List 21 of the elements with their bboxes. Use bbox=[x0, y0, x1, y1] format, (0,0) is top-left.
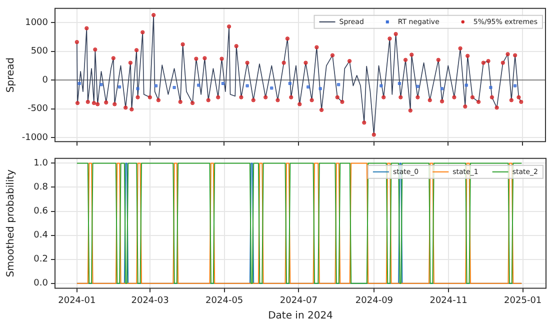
x-tick-label: 2024-03 bbox=[131, 296, 169, 306]
y-tick-label: 0.8 bbox=[34, 182, 48, 193]
y-tick-label: -500 bbox=[28, 104, 48, 114]
y-tick-label: -1000 bbox=[22, 132, 48, 143]
y-tick-label: 0 bbox=[42, 75, 48, 86]
x-tick-label: 2025-01 bbox=[504, 296, 542, 306]
y-tick-label: 0.0 bbox=[34, 278, 48, 289]
y-axis-title: Spread bbox=[6, 57, 17, 93]
y-tick-label: 0.2 bbox=[34, 254, 48, 265]
x-tick-label: 2024-05 bbox=[206, 296, 244, 306]
x-tick-label: 2024-07 bbox=[280, 296, 318, 306]
y-axis-title: Smoothed probability bbox=[6, 169, 17, 278]
y-tick-label: 1.0 bbox=[34, 158, 48, 169]
y-tick-label: 1000 bbox=[25, 18, 48, 28]
x-axis-title: Date in 2024 bbox=[268, 310, 333, 322]
y-tick-label: 0.6 bbox=[34, 206, 48, 217]
y-tick-label: 500 bbox=[30, 46, 48, 57]
x-tick-label: 2024-11 bbox=[430, 296, 468, 306]
x-tick-label: 2024-09 bbox=[355, 296, 394, 306]
x-tick-label: 2024-01 bbox=[58, 296, 96, 306]
y-tick-label: 0.4 bbox=[34, 230, 48, 241]
